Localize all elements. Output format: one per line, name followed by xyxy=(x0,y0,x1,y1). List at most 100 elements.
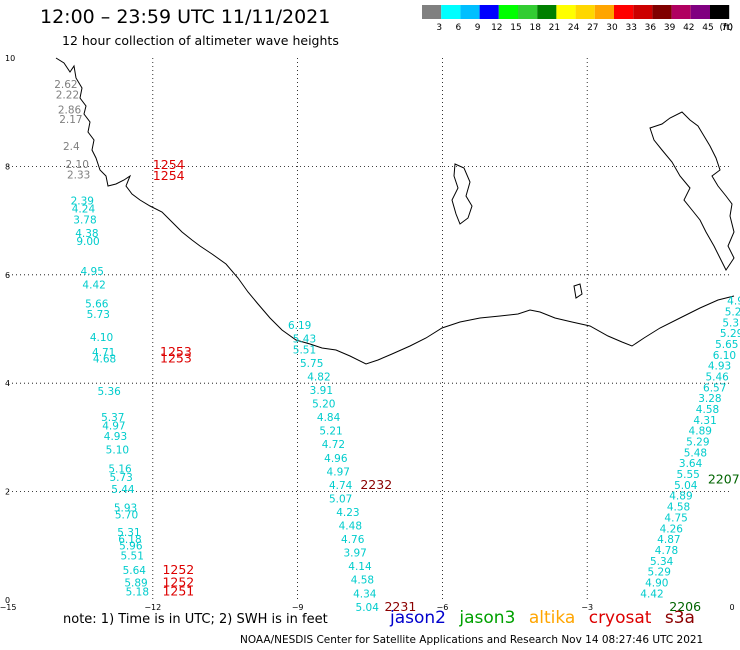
wave-height-label: 4.68 xyxy=(93,354,116,366)
wave-height-label: 5.96 xyxy=(119,541,143,553)
pass-time-label: 1252 xyxy=(162,562,194,577)
wave-height-label: 4.23 xyxy=(336,507,359,519)
coastline xyxy=(55,57,735,365)
wave-height-label: 5.04 xyxy=(356,602,380,614)
wave-height-label: 5.89 xyxy=(124,577,147,589)
wave-height-label: 5.48 xyxy=(684,447,707,459)
legend-jason3: jason3 xyxy=(459,608,516,628)
pass-time-label: 1252 xyxy=(162,574,194,589)
wave-height-label: 5.37 xyxy=(101,412,124,424)
wave-height-label: 4.74 xyxy=(329,480,353,492)
wave-height-label: 4.78 xyxy=(655,545,678,557)
wave-height-label: 4.72 xyxy=(322,439,345,451)
y-tick-label: 2 xyxy=(5,488,10,497)
colorbar-swatch xyxy=(614,5,634,19)
legend-cryosat: cryosat xyxy=(588,608,652,628)
wave-height-label: 4.87 xyxy=(657,534,680,546)
wave-height-label: 5.10 xyxy=(106,445,129,457)
pass-time-label: 2207 xyxy=(708,471,740,486)
colorbar-tick-label: 36 xyxy=(645,23,657,33)
y-tick-label: 8 xyxy=(5,162,10,171)
wave-height-label: 4.31 xyxy=(693,415,716,427)
colorbar-swatch xyxy=(633,5,653,19)
pass-time-label: 1254 xyxy=(153,157,185,172)
wave-height-label: 5.65 xyxy=(715,339,738,351)
axis-labels: −15 −12 −9 −6 −3 0 0 2 4 6 8 10 xyxy=(0,54,735,612)
colorbar-tick-label: 27 xyxy=(587,23,598,33)
pass-time-label: 1253 xyxy=(160,344,192,359)
colorbar-tick-label: 42 xyxy=(683,23,694,33)
wave-height-label: 5.73 xyxy=(109,472,132,484)
coastline-northeast xyxy=(649,111,735,271)
coastline-islet xyxy=(573,283,583,299)
satellite-legend: jason2 jason3 altika cryosat s3a xyxy=(390,608,703,628)
wave-height-label: 5.73 xyxy=(87,309,110,321)
colorbar-tick-label: 12 xyxy=(491,23,502,33)
wave-height-label: 5.34 xyxy=(650,556,674,568)
wave-height-label: 2.4 xyxy=(63,141,80,153)
x-tick-label: −15 xyxy=(0,603,16,612)
x-tick-label: −6 xyxy=(437,603,449,612)
wave-height-label: 5.51 xyxy=(121,550,144,562)
wave-height-label: 5.21 xyxy=(319,426,342,438)
colorbar-swatch xyxy=(422,5,442,19)
wave-height-label: 4.58 xyxy=(351,575,374,587)
wave-height-marks: 2.622.22 2.862.17 2.4 2.102.33 2.394.243.78 4… xyxy=(54,79,740,614)
wave-height-label: 5.07 xyxy=(329,493,352,505)
footnote: note: 1) Time is in UTC; 2) SWH is in fe… xyxy=(63,612,328,627)
wave-height-label: 2.62 xyxy=(54,79,77,91)
wave-height-label: 4.95 xyxy=(81,266,104,278)
pass-time-labels: 1254125412531253125212521251223222312207… xyxy=(153,157,740,614)
colorbar-tick-label: 39 xyxy=(664,23,676,33)
wave-height-label: 2.22 xyxy=(56,90,79,102)
wave-height-label: 5.46 xyxy=(705,371,729,383)
wave-height-label: 3.91 xyxy=(310,385,333,397)
wave-height-label: 4.96 xyxy=(324,453,348,465)
wave-height-label: 5.64 xyxy=(123,565,147,577)
wave-height-label: 5.29 xyxy=(720,328,740,340)
colorbar-tick-label: 9 xyxy=(475,23,481,33)
y-tick-label: 0 xyxy=(5,596,10,605)
wave-height-label: 2.39 xyxy=(71,195,94,207)
wave-height-label: 4.48 xyxy=(339,521,362,533)
wave-height-label: 5.44 xyxy=(111,484,135,496)
x-tick-label: 0 xyxy=(729,603,734,612)
wave-height-label: 4.90 xyxy=(645,577,668,589)
x-tick-label: −12 xyxy=(144,603,161,612)
wave-height-label: 4.24 xyxy=(72,203,96,215)
colorbar-swatch xyxy=(537,5,557,19)
wave-height-label: 4.82 xyxy=(307,371,330,383)
pass-time-label: 1254 xyxy=(153,168,185,183)
legend-jason2: jason2 xyxy=(390,608,446,628)
pass-time-label: 1251 xyxy=(162,584,194,599)
wave-height-label: 5.36 xyxy=(97,386,121,398)
wave-height-label: 9.00 xyxy=(76,236,99,248)
wave-height-label: 5.31 xyxy=(117,527,140,539)
color-scale-bar: 3 6 9 12 15 18 21 24 27 30 33 36 39 42 45 70(ft) xyxy=(422,5,733,33)
colorbar-swatch xyxy=(671,5,691,19)
colorbar-swatch xyxy=(556,5,576,19)
pass-time-label: 1253 xyxy=(160,351,192,366)
colorbar-swatch xyxy=(575,5,595,19)
wave-height-label: 2.33 xyxy=(67,169,90,181)
wave-height-label: 4.42 xyxy=(82,279,105,291)
wave-height-label: 5.3 xyxy=(722,317,739,329)
pass-time-label: 2206 xyxy=(669,599,701,614)
coastline-main xyxy=(55,57,735,365)
wave-height-label: 4.71 xyxy=(92,347,115,359)
colorbar-swatch xyxy=(498,5,518,19)
wave-height-label: 4.76 xyxy=(341,534,365,546)
wave-height-label: 4.26 xyxy=(660,523,684,535)
colorbar-swatch xyxy=(518,5,538,19)
coastline-island-north xyxy=(451,163,473,225)
wave-height-label: 4.38 xyxy=(75,228,98,240)
wave-height-label: 5.55 xyxy=(676,469,699,481)
wave-height-label: 5.20 xyxy=(312,399,335,411)
wave-height-label: 5.75 xyxy=(300,358,323,370)
wave-height-label: 5.16 xyxy=(108,464,132,476)
y-tick-label: 6 xyxy=(5,271,10,280)
y-tick-label: 10 xyxy=(5,54,15,63)
colorbar-swatch xyxy=(710,5,730,19)
wave-height-label: 2.86 xyxy=(58,104,82,116)
colorbar-tick-label: 33 xyxy=(625,23,636,33)
